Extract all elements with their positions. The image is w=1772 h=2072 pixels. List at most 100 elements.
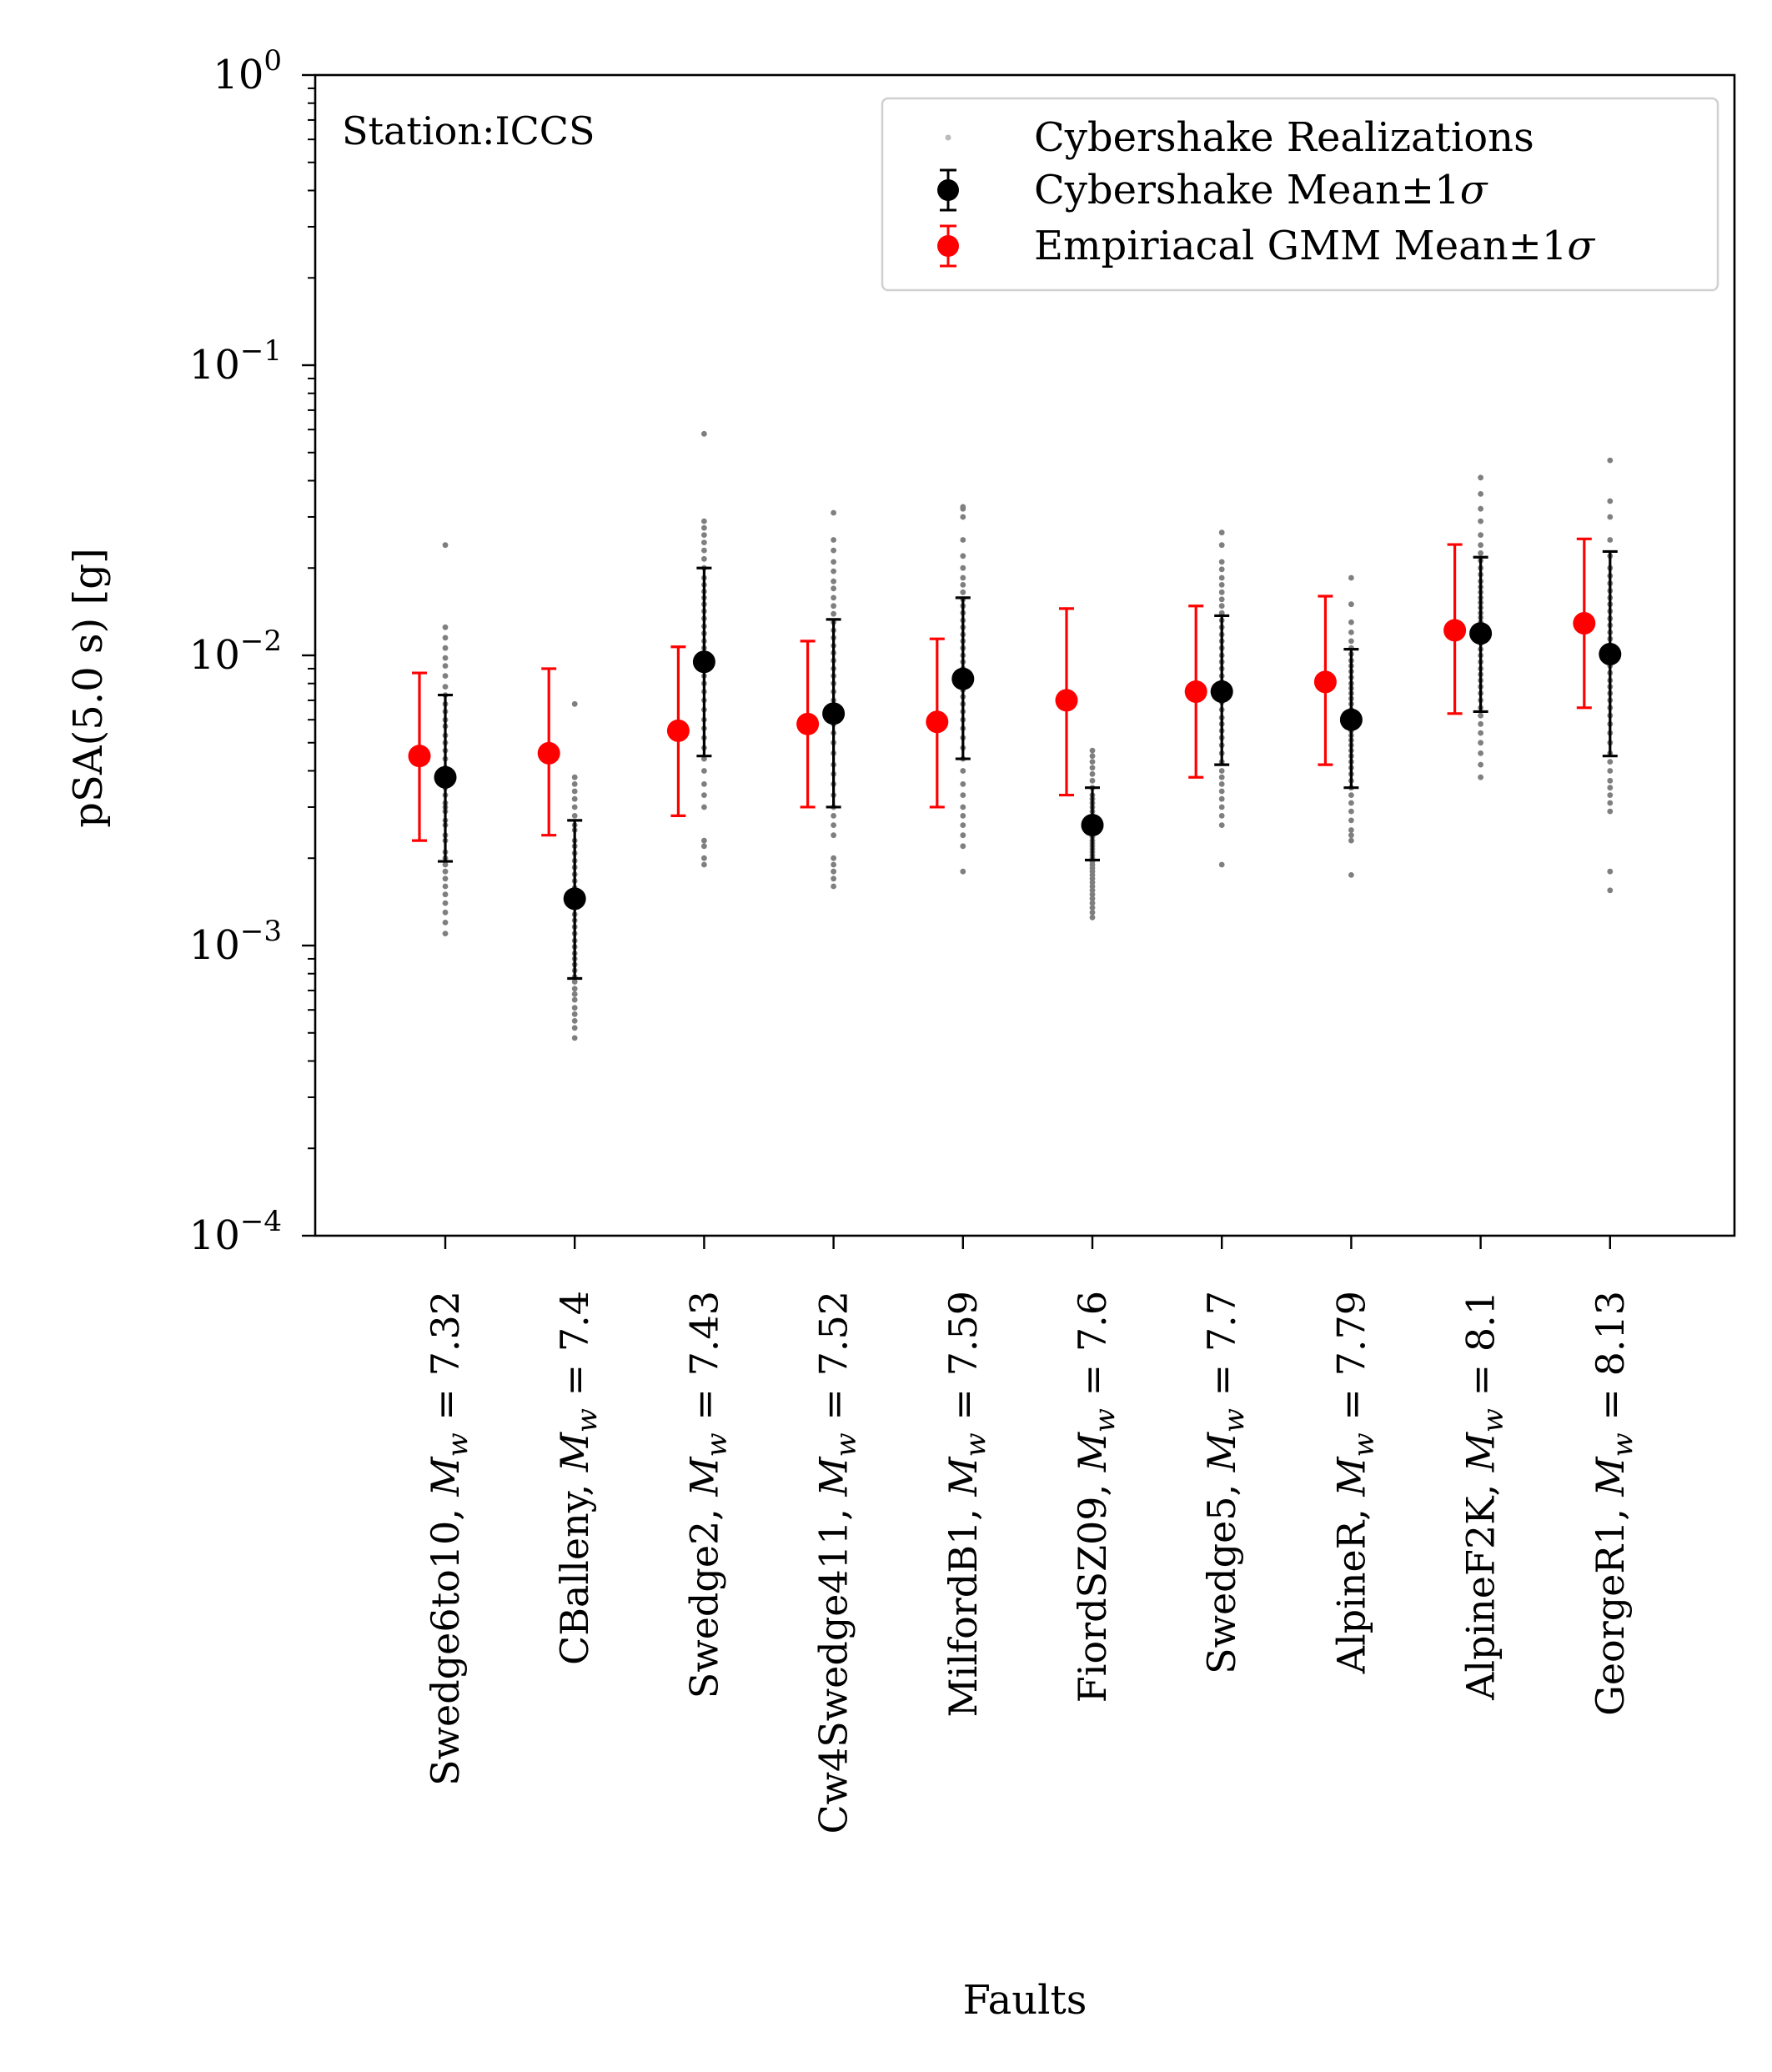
realization-point xyxy=(831,585,836,592)
realization-point xyxy=(831,568,836,574)
realization-point xyxy=(1607,887,1614,894)
realization-point xyxy=(1218,781,1225,787)
realization-point xyxy=(1348,601,1354,608)
realization-point xyxy=(1478,740,1483,746)
x-tick-label: Swedge5, Mw = 7.7 xyxy=(1199,1291,1251,1674)
y-tick-label: 10−3 xyxy=(189,915,282,969)
realization-point xyxy=(571,774,578,780)
realization-point xyxy=(1607,457,1614,464)
realization-point xyxy=(1218,813,1225,819)
realization-point xyxy=(1089,914,1096,921)
realization-point xyxy=(1478,730,1483,736)
realization-point xyxy=(1607,514,1614,520)
legend-label: Cybershake Mean±1σ xyxy=(1034,167,1488,213)
realization-point xyxy=(1348,800,1354,806)
realization-point xyxy=(1089,909,1096,916)
realization-point xyxy=(960,582,966,588)
realization-point xyxy=(701,792,707,798)
realization-point xyxy=(1218,795,1225,802)
legend-label: Cybershake Realizations xyxy=(1034,114,1534,161)
realization-point xyxy=(831,875,836,882)
realization-point xyxy=(1218,788,1225,795)
realization-point xyxy=(831,603,836,610)
x-tick-label: GeorgeR1, Mw = 8.13 xyxy=(1588,1291,1639,1716)
realization-point xyxy=(831,559,836,565)
realization-point xyxy=(701,861,707,868)
realization-point xyxy=(1218,566,1225,573)
realization-point xyxy=(571,996,578,1003)
x-tick-label: AlpineR, Mw = 7.79 xyxy=(1328,1291,1380,1674)
realization-point xyxy=(831,855,836,861)
realization-point xyxy=(571,1011,578,1017)
realization-point xyxy=(571,700,578,707)
legend: Cybershake Realizations Cybershake Mean±1… xyxy=(881,97,1719,292)
realization-point xyxy=(831,595,836,601)
realization-point xyxy=(831,868,836,875)
realization-point xyxy=(1089,900,1096,906)
realization-point xyxy=(571,813,578,819)
realization-point xyxy=(442,663,449,669)
realization-point xyxy=(1607,792,1614,798)
legend-mean-marker xyxy=(937,235,959,257)
realization-point xyxy=(571,1035,578,1041)
realization-point xyxy=(571,991,578,997)
gmm-mean-point xyxy=(408,745,431,768)
realization-point xyxy=(442,900,449,906)
gmm-mean-point xyxy=(1313,670,1337,694)
realization-point xyxy=(701,524,707,531)
gmm-mean-point xyxy=(796,712,820,735)
realization-point xyxy=(571,1025,578,1031)
realization-point xyxy=(1218,589,1225,595)
gmm-mean-point xyxy=(1184,680,1207,703)
realization-point xyxy=(831,509,836,516)
legend-label: Empiriacal GMM Mean±1σ xyxy=(1034,223,1595,269)
realization-point xyxy=(571,781,578,787)
realization-point xyxy=(1348,638,1354,645)
realization-point xyxy=(1218,610,1225,616)
cybershake-mean-point xyxy=(692,650,715,674)
realization-point xyxy=(1348,837,1354,844)
realization-point xyxy=(1348,630,1354,635)
cybershake-mean-point xyxy=(563,887,586,911)
realization-point xyxy=(1607,537,1614,543)
realization-point xyxy=(1218,542,1225,549)
realization-point xyxy=(1478,750,1483,756)
realization-point xyxy=(1478,542,1483,549)
realization-point xyxy=(442,635,449,641)
realization-point xyxy=(442,673,449,679)
gmm-mean-point xyxy=(666,719,690,742)
realization-point xyxy=(960,792,966,798)
realization-point xyxy=(701,804,707,810)
realization-point xyxy=(960,553,966,559)
realization-point xyxy=(571,788,578,795)
realization-point xyxy=(831,813,836,819)
realization-point xyxy=(960,514,966,520)
realization-point xyxy=(960,804,966,810)
realization-point xyxy=(701,430,707,437)
cybershake-mean-point xyxy=(1210,680,1233,703)
realization-point xyxy=(571,979,578,985)
realization-point xyxy=(701,837,707,844)
realization-point xyxy=(701,781,707,787)
realization-point xyxy=(1089,770,1096,777)
y-axis-title: pSA(5.0 s) [g] xyxy=(65,548,112,827)
realization-point xyxy=(1218,529,1225,536)
realization-point xyxy=(831,822,836,828)
realization-point xyxy=(1218,596,1225,603)
x-tick-label: CBalleny, Mw = 7.4 xyxy=(552,1291,604,1665)
realization-point xyxy=(1348,827,1354,833)
y-tick-label: 100 xyxy=(213,44,282,98)
realization-point xyxy=(960,537,966,543)
realization-point xyxy=(442,645,449,651)
cybershake-mean-point xyxy=(434,765,457,789)
y-tick-label: 10−1 xyxy=(189,334,282,389)
realization-point xyxy=(831,578,836,584)
realization-point xyxy=(1089,883,1096,890)
realization-point xyxy=(1478,761,1483,768)
x-tick-label: Cw4Swedge411, Mw = 7.52 xyxy=(811,1291,863,1834)
realization-point xyxy=(442,655,449,661)
cybershake-mean-point xyxy=(1469,622,1493,645)
realization-point xyxy=(442,875,449,882)
realization-point xyxy=(701,532,707,538)
realization-point xyxy=(960,832,966,839)
